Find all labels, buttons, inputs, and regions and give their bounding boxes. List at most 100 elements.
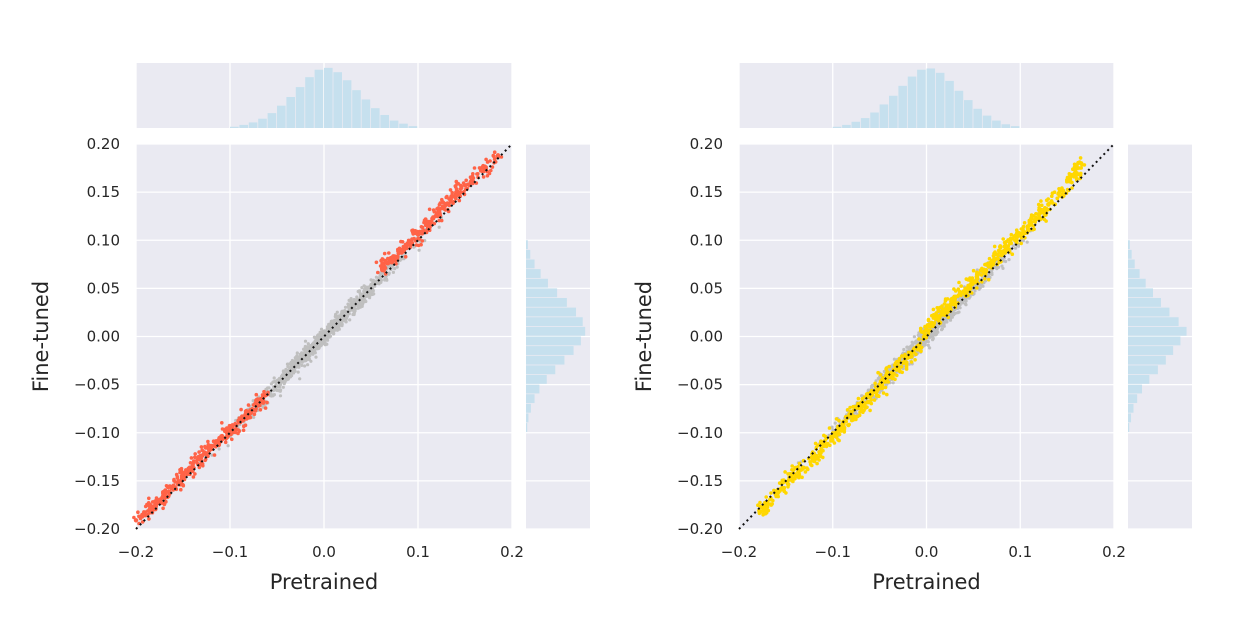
highlight-texture-point xyxy=(201,452,206,456)
highlight-texture-point xyxy=(837,418,841,423)
highlight-texture-point xyxy=(765,504,769,509)
highlight-texture-point xyxy=(1060,188,1064,192)
base-point xyxy=(314,345,318,349)
highlight-texture-point xyxy=(383,266,388,270)
hist-bar xyxy=(832,126,842,128)
highlight-texture-point xyxy=(930,313,934,318)
highlight-texture-point xyxy=(410,230,415,235)
highlight-texture-point xyxy=(437,218,442,223)
highlight-texture-point xyxy=(986,277,991,282)
y-tick-label: 0.00 xyxy=(690,328,723,346)
base-point xyxy=(283,374,287,379)
highlight-texture-point xyxy=(1029,215,1034,219)
highlight-texture-point xyxy=(877,387,881,391)
x-tick-label: 0.1 xyxy=(406,543,430,561)
highlight-texture-point xyxy=(396,249,400,253)
highlight-texture-point xyxy=(766,508,771,513)
base-point xyxy=(210,453,214,457)
highlight-texture-point xyxy=(854,406,859,410)
base-point xyxy=(306,363,310,367)
highlight-texture-point xyxy=(1032,227,1036,231)
highlight-texture-point xyxy=(196,454,201,459)
highlight-texture-point xyxy=(266,390,270,395)
hist-bar xyxy=(935,72,945,128)
highlight-texture-point xyxy=(374,260,379,265)
highlight-texture-point xyxy=(909,360,914,364)
base-point xyxy=(303,358,307,363)
base-point xyxy=(275,379,279,383)
highlight-texture-point xyxy=(857,413,862,418)
highlight-texture-point xyxy=(475,172,479,176)
base-point xyxy=(370,283,374,287)
highlight-texture-point xyxy=(1007,241,1012,245)
highlight-texture-point xyxy=(917,348,921,352)
y-tick-label: 0.15 xyxy=(87,183,120,201)
highlight-texture-point xyxy=(797,461,802,466)
highlight-texture-point xyxy=(465,182,470,187)
highlight-texture-point xyxy=(848,405,852,410)
highlight-texture-point xyxy=(231,430,236,435)
base-point xyxy=(990,272,994,277)
hist-bar xyxy=(860,118,870,128)
base-point xyxy=(285,362,290,366)
highlight-texture-point xyxy=(851,404,855,409)
highlight-texture-point xyxy=(492,150,497,154)
highlight-texture-point xyxy=(172,483,176,488)
highlight-texture-point xyxy=(883,380,888,384)
highlight-texture-point xyxy=(826,441,830,446)
base-point xyxy=(926,343,930,347)
highlight-texture-point xyxy=(162,502,167,507)
highlight-texture-point xyxy=(884,371,889,375)
highlight-texture-point xyxy=(921,330,926,335)
highlight-texture-point xyxy=(897,369,902,374)
highlight-texture-point xyxy=(489,168,493,173)
highlight-texture-point xyxy=(242,424,246,429)
highlight-texture-point xyxy=(862,408,866,413)
highlight-texture-point xyxy=(1080,163,1084,167)
left-y-axis-label: Fine-tuned xyxy=(29,281,53,392)
highlight-texture-point xyxy=(179,487,183,492)
highlight-texture-point xyxy=(1065,178,1069,182)
highlight-texture-point xyxy=(939,310,944,314)
highlight-texture-point xyxy=(984,270,988,274)
base-point xyxy=(952,311,956,315)
highlight-texture-point xyxy=(881,391,886,395)
base-point xyxy=(311,342,315,346)
hist-bar xyxy=(1128,365,1158,375)
x-tick-label: −0.2 xyxy=(118,543,154,561)
highlight-texture-point xyxy=(875,390,879,394)
highlight-texture-point xyxy=(212,453,217,457)
hist-bar xyxy=(526,355,565,365)
base-point xyxy=(369,278,373,282)
highlight-texture-point xyxy=(1075,171,1079,175)
base-point xyxy=(268,394,272,398)
base-point xyxy=(905,345,909,349)
base-point xyxy=(892,357,897,361)
highlight-texture-point xyxy=(772,488,776,493)
hist-bar xyxy=(526,259,535,269)
highlight-texture-point xyxy=(968,284,973,288)
base-point xyxy=(313,336,317,340)
highlight-texture-point xyxy=(164,499,168,504)
highlight-texture-point xyxy=(761,508,765,513)
base-point xyxy=(217,447,221,451)
x-tick-label: 0.0 xyxy=(915,543,939,561)
highlight-texture-point xyxy=(480,169,485,174)
highlight-texture-point xyxy=(1017,232,1022,237)
highlight-texture-point xyxy=(876,394,881,398)
base-point xyxy=(323,340,327,345)
y-tick-label: 0.05 xyxy=(690,279,723,297)
highlight-texture-point xyxy=(380,263,385,268)
right-jointplot: −0.2 −0.1 0.0 0.1 0.2 −0.20 −0.15 −0.10 −0.05 0.… xyxy=(632,63,1192,594)
highlight-texture-point xyxy=(258,408,263,412)
base-point xyxy=(1025,240,1029,244)
base-point xyxy=(322,330,326,334)
highlight-texture-point xyxy=(786,472,790,476)
highlight-texture-point xyxy=(180,482,184,487)
highlight-texture-point xyxy=(432,221,437,226)
highlight-texture-point xyxy=(448,188,453,192)
highlight-texture-point xyxy=(987,264,992,269)
right-y-tick-labels: −0.20 −0.15 −0.10 −0.05 0.00 0.05 0.10 0.15 0.20 xyxy=(677,135,723,538)
base-point xyxy=(305,347,309,351)
highlight-texture-point xyxy=(262,389,266,394)
